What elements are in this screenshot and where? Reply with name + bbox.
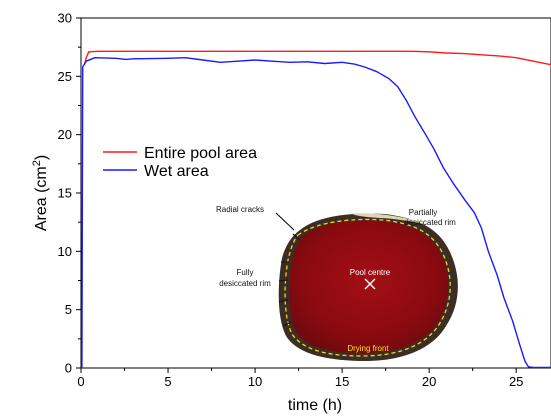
y-tick-label: 10	[58, 244, 72, 259]
legend-label-entire-pool-area: Entire pool area	[144, 145, 257, 162]
legend-label-wet-area: Wet area	[144, 163, 209, 180]
drying-front-label: Drying front	[347, 344, 389, 353]
x-tick-label: 15	[335, 374, 349, 389]
pool-centre-marker	[364, 278, 376, 290]
partially-desiccated-label-line1: Partially	[409, 208, 437, 217]
series-line-wet-area	[81, 57, 551, 368]
y-tick-label: 0	[65, 361, 72, 376]
radial-cracks-callout-line	[275, 212, 295, 231]
partially-desiccated-label-line2: desiccated rim	[404, 218, 456, 227]
x-tick-label: 10	[248, 374, 262, 389]
pool-centre-label: Pool centre	[350, 268, 391, 277]
series-layer	[81, 50, 551, 368]
y-tick-label: 5	[65, 302, 72, 317]
y-axis-ticks: 0 5 10 15 20 25 30	[58, 11, 81, 376]
y-axis-title-close: )	[33, 155, 50, 160]
x-tick-label: 20	[422, 374, 436, 389]
inset-wet-pool	[289, 220, 449, 353]
y-axis-title-superscript: 2	[31, 160, 43, 166]
inset-drying-front-line	[284, 218, 451, 357]
inset-radial-cracks	[278, 233, 301, 327]
y-tick-label: 20	[58, 127, 72, 142]
fully-desiccated-label-line2: desiccated rim	[219, 279, 271, 288]
y-axis-title: Area (cm2)	[31, 155, 50, 231]
series-line-entire-pool-area	[83, 50, 551, 66]
x-tick-label: 0	[77, 374, 84, 389]
x-axis-ticks: 0 5 10 15 20 25	[77, 368, 523, 389]
inset-rim-highlight	[350, 212, 432, 226]
x-tick-label: 5	[164, 374, 171, 389]
legend: Entire pool area Wet area	[103, 145, 257, 180]
inset-photo: Radial cracks Partially desiccated rim F…	[216, 205, 458, 362]
y-tick-label: 30	[58, 11, 72, 26]
x-tick-label: 25	[509, 374, 523, 389]
radial-cracks-label: Radial cracks	[216, 205, 264, 214]
fully-desiccated-label-line1: Fully	[237, 268, 254, 277]
y-axis-title-main: Area (cm	[33, 166, 50, 231]
y-tick-label: 15	[58, 186, 72, 201]
x-axis-title: time (h)	[288, 397, 342, 414]
y-tick-label: 25	[58, 69, 72, 84]
